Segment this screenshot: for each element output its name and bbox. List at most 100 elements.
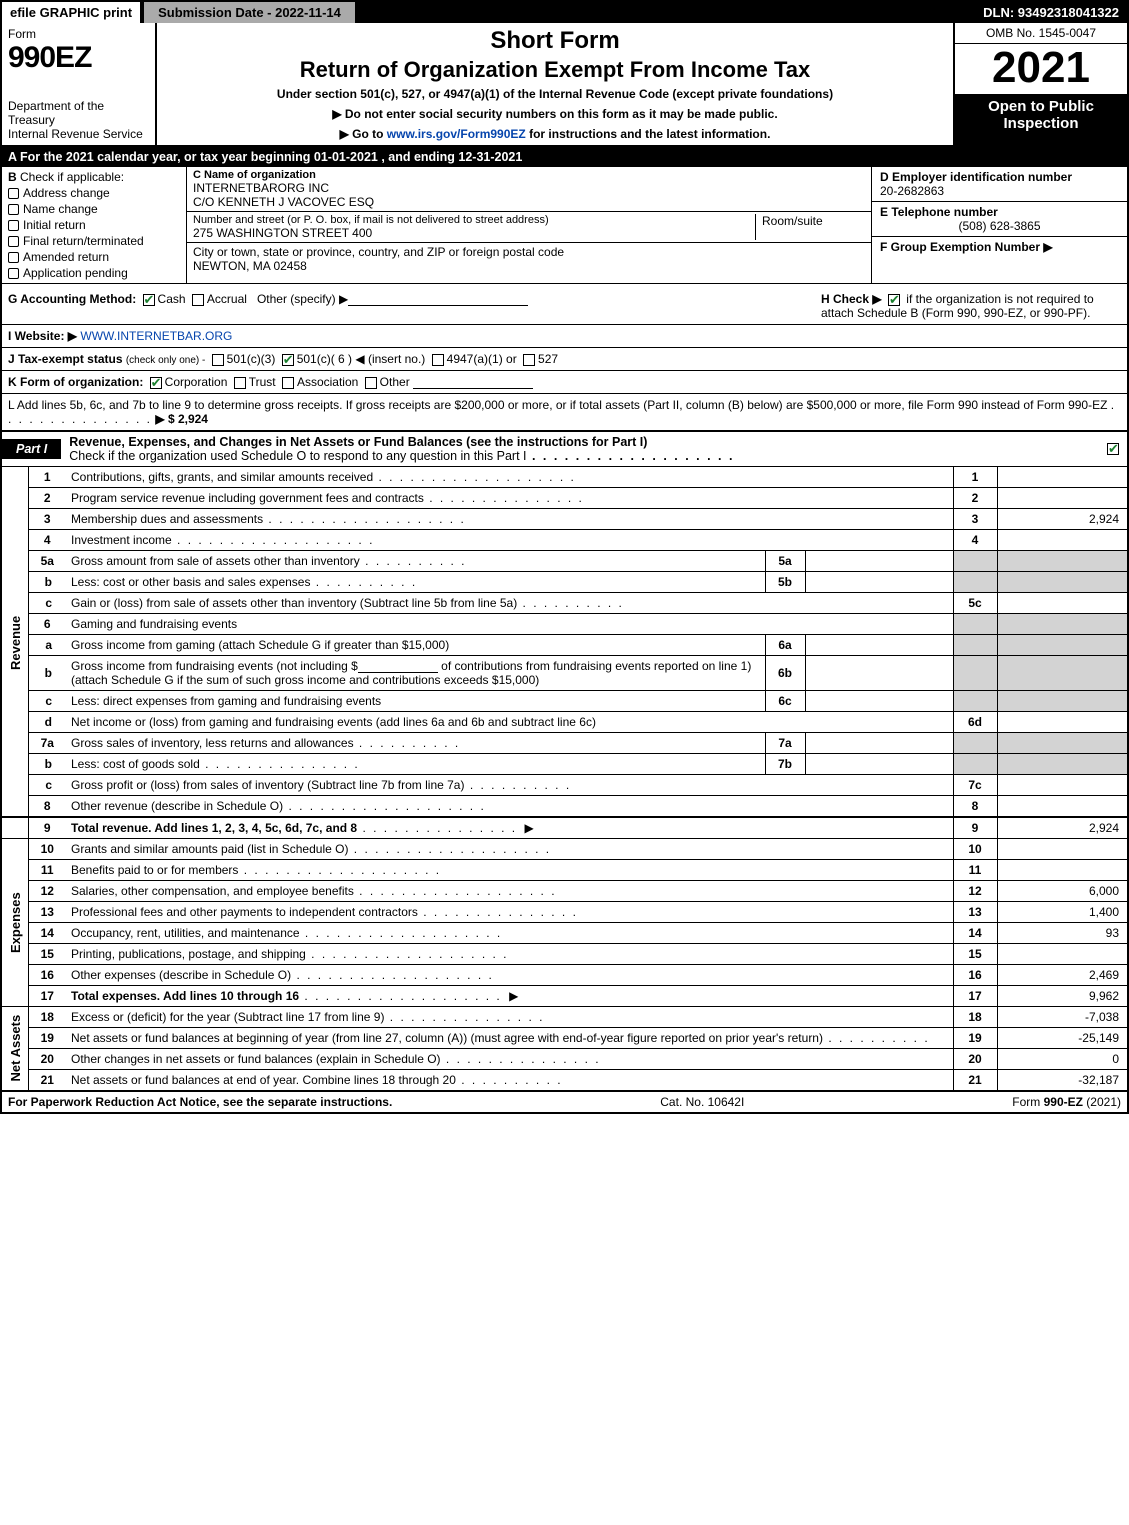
label-website: I Website: ▶ [8,329,77,343]
line-num: 19 [28,1028,66,1049]
label-address-change: Address change [23,186,110,200]
box-num: 2 [953,488,997,509]
checkbox-527[interactable] [523,354,535,366]
box-shade [953,551,997,572]
checkbox-cash[interactable] [143,294,155,306]
table-row: 4 Investment income 4 [2,530,1127,551]
checkbox-amended-return[interactable] [8,252,19,263]
city-state-zip: NEWTON, MA 02458 [193,259,865,273]
table-row: Net Assets 18 Excess or (deficit) for th… [2,1007,1127,1028]
instruction-ssn: ▶ Do not enter social security numbers o… [167,107,943,121]
contrib-amount-input[interactable] [358,661,438,673]
line-desc: Contributions, gifts, grants, and simila… [71,470,373,484]
amount: -32,187 [997,1070,1127,1091]
line-num: 10 [28,839,66,860]
line-desc: Other revenue (describe in Schedule O) [71,799,283,813]
checkbox-initial-return[interactable] [8,220,19,231]
checkbox-501c[interactable] [282,354,294,366]
label-application-pending: Application pending [23,266,128,280]
line-g-h: G Accounting Method: Cash Accrual Other … [2,284,1127,325]
table-row: 3 Membership dues and assessments 3 2,92… [2,509,1127,530]
box-num: 10 [953,839,997,860]
box-num: 13 [953,902,997,923]
line-num: c [28,593,66,614]
other-specify-input[interactable] [348,294,528,306]
amount-shade [997,691,1127,712]
line-desc: Professional fees and other payments to … [71,905,418,919]
table-row: 21 Net assets or fund balances at end of… [2,1070,1127,1091]
checkbox-501c3[interactable] [212,354,224,366]
amount: -25,149 [997,1028,1127,1049]
table-row: 6 Gaming and fundraising events [2,614,1127,635]
other-org-input[interactable] [413,377,533,389]
table-row: 16 Other expenses (describe in Schedule … [2,965,1127,986]
financial-table: Revenue 1 Contributions, gifts, grants, … [2,467,1127,1090]
efile-print-label[interactable]: efile GRAPHIC print [2,2,140,23]
amount [997,712,1127,733]
amount [997,488,1127,509]
table-row: a Gross income from gaming (attach Sched… [2,635,1127,656]
line-desc: Investment income [71,533,172,547]
irs-link[interactable]: www.irs.gov/Form990EZ [387,127,526,141]
checkbox-final-return[interactable] [8,236,19,247]
side-label-revenue: Revenue [2,467,28,817]
line-desc: Net income or (loss) from gaming and fun… [71,715,596,729]
footer-right-pre: Form [1012,1095,1043,1109]
line-num: 9 [28,817,66,839]
table-row: 12 Salaries, other compensation, and emp… [2,881,1127,902]
form-label: Form [8,27,149,41]
table-row: 11 Benefits paid to or for members 11 [2,860,1127,881]
line-desc: Less: direct expenses from gaming and fu… [71,694,381,708]
line-num: 1 [28,467,66,488]
column-b: B Check if applicable: Address change Na… [2,167,187,283]
label-final-return: Final return/terminated [23,234,144,248]
checkbox-schedule-o[interactable] [1107,443,1119,455]
checkbox-trust[interactable] [234,377,246,389]
checkbox-application-pending[interactable] [8,268,19,279]
label-initial-return: Initial return [23,218,86,232]
col-b-letter: B [8,170,17,184]
side-label-expenses: Expenses [2,839,28,1007]
part-1-tab: Part I [2,439,61,459]
checkbox-address-change[interactable] [8,188,19,199]
table-row: d Net income or (loss) from gaming and f… [2,712,1127,733]
checkbox-corporation[interactable] [150,377,162,389]
table-row: c Less: direct expenses from gaming and … [2,691,1127,712]
line-num: 15 [28,944,66,965]
line-desc: Gaming and fundraising events [71,617,237,631]
label-501c: 501(c)( 6 ) ◀ (insert no.) [297,352,426,366]
label-room: Room/suite [762,214,865,228]
checkbox-accrual[interactable] [192,294,204,306]
line-l: L Add lines 5b, 6c, and 7b to line 9 to … [2,394,1127,431]
label-corporation: Corporation [165,375,228,389]
checkbox-association[interactable] [282,377,294,389]
table-row: 19 Net assets or fund balances at beginn… [2,1028,1127,1049]
header-right: OMB No. 1545-0047 2021 Open to Public In… [953,23,1127,145]
checkbox-4947[interactable] [432,354,444,366]
return-title: Return of Organization Exempt From Incom… [167,57,943,83]
box-num: 18 [953,1007,997,1028]
box-shade [953,733,997,754]
line-desc: Occupancy, rent, utilities, and maintena… [71,926,300,940]
amount [997,593,1127,614]
table-row: 5a Gross amount from sale of assets othe… [2,551,1127,572]
checkbox-name-change[interactable] [8,204,19,215]
checkbox-other-org[interactable] [365,377,377,389]
amount [997,775,1127,796]
box-num: 17 [953,986,997,1007]
part-1-title: Revenue, Expenses, and Changes in Net As… [69,435,647,449]
amount-shade [997,656,1127,691]
checkbox-h[interactable] [888,294,900,306]
header-left: Form 990EZ Department of the Treasury In… [2,23,157,145]
line-num: c [28,691,66,712]
top-bar: efile GRAPHIC print Submission Date - 20… [2,2,1127,23]
box-shade [953,635,997,656]
label-h: H Check ▶ [821,292,882,306]
line-num: 11 [28,860,66,881]
table-row: b Gross income from fundraising events (… [2,656,1127,691]
line-num: 8 [28,796,66,818]
box-shade [953,572,997,593]
label-cash: Cash [158,292,186,306]
amount [997,839,1127,860]
website-link[interactable]: WWW.INTERNETBAR.ORG [80,329,232,343]
